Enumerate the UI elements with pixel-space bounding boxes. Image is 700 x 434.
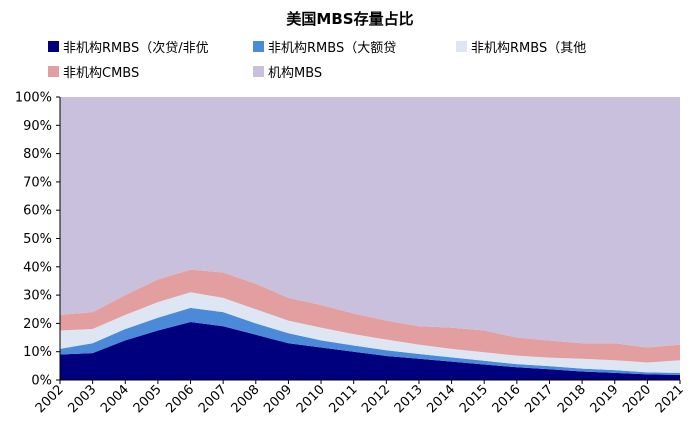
x-tick-label: 2019 xyxy=(588,382,622,416)
y-tick-label: 20% xyxy=(23,317,52,332)
x-tick-label: 2018 xyxy=(555,382,589,416)
area-series-0 xyxy=(60,321,680,380)
x-tick-label: 2010 xyxy=(294,382,328,416)
x-tick-label: 2009 xyxy=(261,382,295,416)
legend-swatch-0 xyxy=(48,41,59,52)
y-tick-label: 40% xyxy=(23,260,52,275)
legend-label-1: 非机构RMBS（大额贷 xyxy=(268,41,396,56)
y-tick-label: 50% xyxy=(23,232,52,247)
x-tick-label: 2011 xyxy=(327,382,361,416)
area-series-1 xyxy=(60,307,680,375)
plot-areas xyxy=(60,97,680,380)
y-tick-label: 80% xyxy=(23,147,52,162)
legend-label-0: 非机构RMBS（次贷/非优 xyxy=(63,40,209,56)
area-series-4 xyxy=(60,97,680,348)
y-tick-label: 90% xyxy=(23,119,52,134)
x-tick-label: 2006 xyxy=(163,382,197,416)
x-tick-label: 2015 xyxy=(457,382,491,416)
x-tick-label: 2003 xyxy=(65,382,99,416)
area-series-3 xyxy=(60,269,680,363)
y-tick-label: 100% xyxy=(15,91,52,106)
area-series-2 xyxy=(60,292,680,373)
x-tick-label: 2013 xyxy=(392,382,426,416)
x-tick-label: 2007 xyxy=(196,382,230,416)
x-tick-label: 2012 xyxy=(359,382,393,416)
legend-swatch-1 xyxy=(253,41,264,52)
x-tick-label: 2017 xyxy=(522,382,556,416)
y-tick-label: 70% xyxy=(23,175,52,190)
legend-swatch-4 xyxy=(253,66,264,77)
x-tick-label: 2008 xyxy=(229,382,263,416)
y-tick-label: 10% xyxy=(23,345,52,360)
legend-label-2: 非机构RMBS（其他 xyxy=(471,41,586,56)
x-tick-label: 2021 xyxy=(653,382,687,416)
chart-title: 美国MBS存量占比 xyxy=(286,10,413,28)
y-tick-label: 30% xyxy=(23,289,52,304)
y-tick-label: 60% xyxy=(23,204,52,219)
legend-swatch-2 xyxy=(456,41,467,52)
x-tick-label: 2020 xyxy=(620,382,654,416)
x-tick-label: 2005 xyxy=(131,382,165,416)
legend-swatch-3 xyxy=(48,66,59,77)
y-tick-label: 0% xyxy=(31,374,52,389)
legend: 非机构RMBS（次贷/非优 非机构RMBS（大额贷 非机构RMBS（其他非机构CMB… xyxy=(48,40,586,81)
x-tick-label: 2014 xyxy=(424,382,458,416)
x-tick-label: 2004 xyxy=(98,382,132,416)
legend-label-4: 机构MBS xyxy=(268,66,322,81)
x-tick-label: 2016 xyxy=(490,382,524,416)
legend-label-3: 非机构CMBS xyxy=(63,66,139,81)
